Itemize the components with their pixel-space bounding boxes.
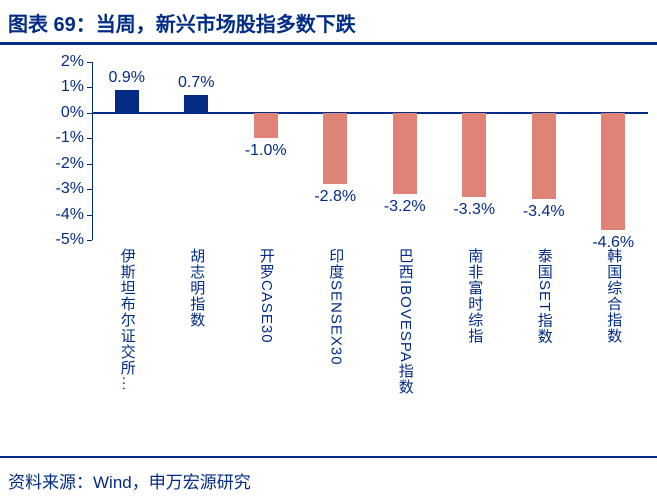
y-axis-tick-mark <box>87 214 92 216</box>
bar <box>253 112 278 139</box>
y-axis-tick-label: 0% <box>60 103 84 121</box>
y-axis-tick-mark <box>87 87 92 89</box>
zero-axis-line <box>92 111 648 114</box>
bar <box>601 112 626 230</box>
category-label: 巴西IBOVESPA指数 <box>396 248 414 395</box>
y-axis-tick-label: 1% <box>60 78 84 96</box>
y-axis-tick-label: -3% <box>55 180 84 198</box>
category-label: 韩国综合指数 <box>605 248 623 344</box>
category-label: 泰国SET指数 <box>535 248 553 345</box>
y-axis-tick-label: -5% <box>55 231 84 248</box>
category-label: 印度SENSEX30 <box>327 248 345 366</box>
y-axis-tick-mark <box>87 163 92 165</box>
category-label: 胡志明指数 <box>188 248 206 328</box>
y-axis-tick-label: -4% <box>55 205 84 223</box>
bar-value-label: -2.8% <box>314 188 357 206</box>
category-label: 开罗CASE30 <box>257 248 275 344</box>
y-axis-line <box>92 62 93 240</box>
y-axis-tick-mark <box>87 62 92 63</box>
y-axis-tick-mark <box>87 189 92 191</box>
y-axis-tick-mark <box>87 138 92 140</box>
source-attribution-text: 资料来源：Wind，申万宏源研究 <box>8 473 251 492</box>
y-axis-tick-mark <box>87 112 92 114</box>
bar-value-label: -4.6% <box>592 233 635 251</box>
bar-value-label: 0.7% <box>178 74 215 92</box>
bar <box>114 89 139 113</box>
bar <box>462 112 487 197</box>
bar <box>392 112 417 195</box>
y-axis-tick-label: -1% <box>55 129 84 147</box>
chart-title: 图表 69：当周，新兴市场股指多数下跌 <box>8 14 356 36</box>
bar <box>531 112 556 200</box>
category-label: 南非富时综指 <box>466 248 484 344</box>
bar-value-label: 0.9% <box>108 68 145 86</box>
bar-value-label: -1.0% <box>244 142 287 160</box>
y-axis-tick-label: -2% <box>55 154 84 172</box>
bar <box>323 112 348 185</box>
y-axis-tick-mark <box>87 240 92 241</box>
bar-value-label: -3.4% <box>522 203 565 221</box>
title-underline-rule <box>0 42 657 45</box>
y-axis-tick-label: 2% <box>60 53 84 70</box>
footer-divider-rule <box>0 456 657 458</box>
bar <box>184 95 209 113</box>
bar-value-label: -3.2% <box>383 198 426 216</box>
bar-value-label: -3.3% <box>453 200 496 218</box>
category-label: 伊斯坦布尔证交所... <box>118 248 136 392</box>
